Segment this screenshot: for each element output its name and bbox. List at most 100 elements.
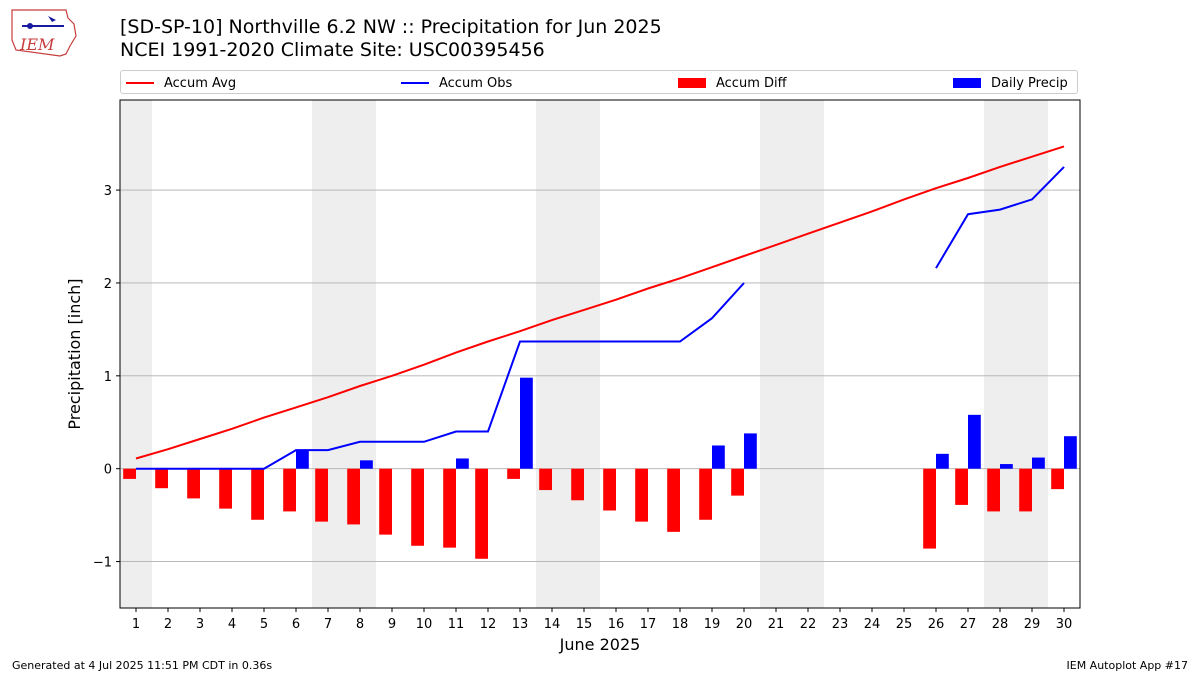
legend-label-accum-diff: Accum Diff [716, 75, 787, 91]
accum-diff-bar [251, 468, 264, 520]
chart-subtitle: NCEI 1991-2020 Climate Site: USC00395456 [120, 39, 545, 61]
daily-precip-bar [456, 458, 469, 469]
accum-diff-bar [187, 468, 200, 499]
x-tick-label: 13 [512, 617, 529, 632]
accum-diff-bar [699, 468, 712, 520]
x-tick-label: 9 [388, 617, 396, 632]
accum-obs-line [136, 282, 745, 470]
x-tick-label: 23 [832, 617, 849, 632]
x-tick-label: 20 [736, 617, 753, 632]
accum-diff-bar [955, 468, 968, 505]
daily-precip-bar [712, 445, 725, 469]
y-tick-label: −1 [93, 556, 112, 571]
y-axis-label: Precipitation [inch] [65, 278, 84, 429]
daily-precip-bar [968, 414, 981, 469]
weekend-shade [312, 100, 344, 608]
daily-precip-bar [744, 433, 757, 469]
accum-diff-bar [987, 468, 1000, 512]
x-tick-label: 28 [992, 617, 1009, 632]
accum-diff-bar [283, 468, 296, 512]
x-tick-label: 16 [608, 617, 625, 632]
accum-diff-bar [1019, 468, 1032, 512]
accum-diff-bar [1051, 468, 1064, 490]
weekend-shade [1016, 100, 1048, 608]
legend-label-daily-precip: Daily Precip [991, 75, 1068, 91]
footer-generated: Generated at 4 Jul 2025 11:51 PM CDT in … [12, 659, 273, 672]
legend-swatch-accum-diff [678, 78, 706, 88]
y-tick-label: 3 [104, 184, 112, 199]
accum-diff-bar [635, 468, 648, 522]
accum-diff-bar [923, 468, 936, 549]
logo-text: IEM [19, 35, 55, 54]
x-tick-label: 22 [800, 617, 817, 632]
accum-avg-line [135, 145, 1065, 460]
x-tick-label: 15 [576, 617, 593, 632]
x-tick-label: 4 [228, 617, 236, 632]
x-tick-label: 17 [640, 617, 657, 632]
weekend-shade [568, 100, 600, 608]
daily-precip-bar [520, 377, 533, 469]
x-tick-label: 30 [1056, 617, 1073, 632]
iem-logo: IEM [11, 9, 77, 57]
legend-item-accum-diff: Accum Diff [678, 74, 787, 92]
legend-label-accum-obs: Accum Obs [439, 75, 513, 91]
legend-swatch-accum-obs [401, 82, 429, 84]
weekend-shade [536, 100, 568, 608]
legend-swatch-daily-precip [953, 78, 981, 88]
x-tick-label: 25 [896, 617, 913, 632]
accum-diff-bar [155, 468, 168, 489]
x-tick-label: 8 [356, 617, 364, 632]
legend-swatch-accum-avg [126, 82, 154, 84]
y-tick-label: 0 [104, 463, 112, 478]
x-tick-label: 29 [1024, 617, 1041, 632]
x-tick-label: 11 [448, 617, 465, 632]
x-tick-label: 14 [544, 617, 561, 632]
weekend-shade [984, 100, 1016, 608]
x-tick-label: 12 [480, 617, 497, 632]
accum-diff-bar [219, 468, 232, 509]
x-tick-label: 2 [164, 617, 172, 632]
daily-precip-bar [1032, 457, 1045, 469]
legend-label-accum-avg: Accum Avg [164, 75, 237, 91]
x-tick-label: 18 [672, 617, 689, 632]
x-tick-label: 6 [292, 617, 300, 632]
accum-diff-bar [411, 468, 424, 546]
legend: Accum Avg Accum Obs Accum Diff Daily Pre… [120, 70, 1078, 94]
accum-diff-bar [507, 468, 520, 479]
accum-diff-bar [475, 468, 488, 559]
accum-diff-bar [347, 468, 360, 525]
x-tick-label: 3 [196, 617, 204, 632]
daily-precip-bar [936, 453, 949, 469]
accum-diff-bar [603, 468, 616, 511]
daily-precip-bar [1000, 464, 1013, 469]
x-tick-label: 24 [864, 617, 881, 632]
daily-precip-bar [296, 450, 309, 469]
accum-diff-bar [123, 468, 136, 479]
plot-frame [119, 99, 1081, 609]
weekend-shade [344, 100, 376, 608]
accum-obs-line [935, 166, 1065, 269]
x-tick-label: 7 [324, 617, 332, 632]
footer-app: IEM Autoplot App #17 [1066, 659, 1189, 672]
y-tick-label: 2 [104, 277, 112, 292]
y-tick-label: 1 [104, 370, 112, 385]
x-tick-label: 5 [260, 617, 268, 632]
x-tick-label: 1 [132, 617, 140, 632]
x-tick-label: 19 [704, 617, 721, 632]
accum-diff-bar [443, 468, 456, 548]
x-tick-label: 10 [416, 617, 433, 632]
weekend-shade [792, 100, 824, 608]
x-tick-label: 26 [928, 617, 945, 632]
accum-diff-bar [379, 468, 392, 535]
legend-item-daily-precip: Daily Precip [953, 74, 1068, 92]
accum-diff-bar [571, 468, 584, 501]
daily-precip-bar [1064, 436, 1077, 469]
accum-diff-bar [731, 468, 744, 496]
legend-item-accum-obs: Accum Obs [401, 74, 512, 92]
legend-item-accum-avg: Accum Avg [126, 74, 236, 92]
chart-title: [SD-SP-10] Northville 6.2 NW :: Precipit… [120, 16, 662, 38]
accum-diff-bar [667, 468, 680, 532]
x-axis-label: June 2025 [559, 635, 641, 654]
x-tick-label: 27 [960, 617, 977, 632]
